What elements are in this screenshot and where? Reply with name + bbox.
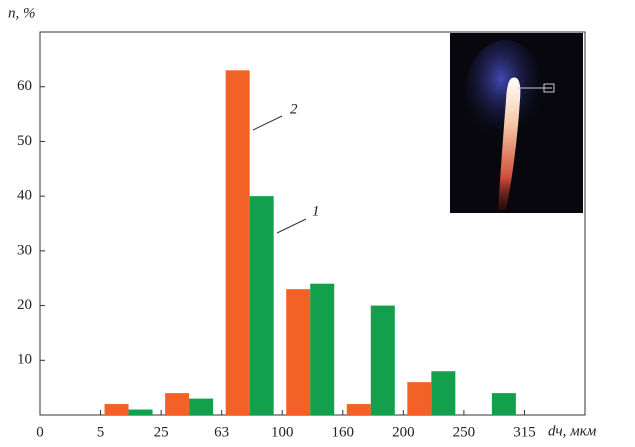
y-tick-label: 20 <box>17 297 32 313</box>
bar <box>189 399 213 415</box>
y-tick-label: 50 <box>17 133 32 149</box>
x-tick-label: 100 <box>271 424 294 440</box>
bar <box>310 284 334 415</box>
y-tick-label: 10 <box>17 352 32 368</box>
x-tick-label: 5 <box>97 424 105 440</box>
series-annotation: 2 <box>290 101 298 117</box>
series-annotation: 1 <box>312 203 320 219</box>
bar <box>105 404 129 415</box>
page: n, % dч, мкм 2 1 10 20 30 40 50 60 0 5 25 63 100 16… <box>0 0 635 447</box>
x-tick-label: 0 <box>36 424 44 440</box>
y-tick-label: 30 <box>17 242 32 258</box>
bar <box>407 382 431 415</box>
x-axis-label: dч, мкм <box>548 423 597 439</box>
x-tick-label: 250 <box>453 424 476 440</box>
bar <box>165 393 189 415</box>
x-tick-label: 315 <box>513 424 536 440</box>
y-tick-label: 60 <box>17 78 32 94</box>
y-tick-label: 40 <box>17 188 32 204</box>
leader-line <box>253 116 282 130</box>
bar <box>129 410 153 415</box>
x-tick-label: 160 <box>332 424 355 440</box>
bar <box>286 289 310 415</box>
inset-photo <box>450 33 583 213</box>
bar <box>347 404 371 415</box>
bar <box>371 306 395 415</box>
bar <box>431 371 455 415</box>
y-axis-label: n, % <box>8 5 36 21</box>
bar <box>250 196 274 415</box>
x-tick-label: 200 <box>392 424 415 440</box>
leader-line <box>277 219 306 233</box>
chart: n, % dч, мкм 2 1 10 20 30 40 50 60 0 5 25 63 100 16… <box>0 0 635 447</box>
bar <box>492 393 516 415</box>
x-tick-label: 25 <box>154 424 169 440</box>
bar <box>226 70 250 415</box>
x-tick-label: 63 <box>214 424 229 440</box>
